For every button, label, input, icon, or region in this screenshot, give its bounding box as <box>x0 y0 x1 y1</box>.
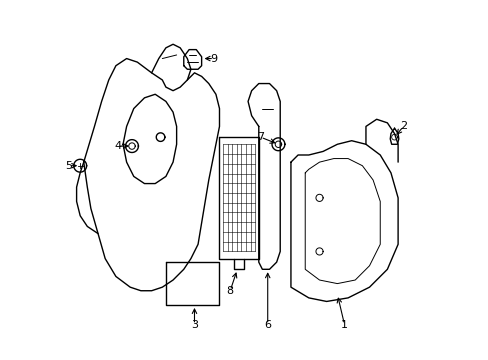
Text: 8: 8 <box>226 286 233 296</box>
Text: 1: 1 <box>340 320 347 330</box>
Text: 9: 9 <box>210 54 217 64</box>
Text: 6: 6 <box>264 320 271 330</box>
Text: 3: 3 <box>191 320 198 330</box>
Text: 5: 5 <box>65 161 72 171</box>
Text: 2: 2 <box>399 121 406 131</box>
Text: 7: 7 <box>257 132 264 142</box>
Text: 4: 4 <box>114 141 121 151</box>
